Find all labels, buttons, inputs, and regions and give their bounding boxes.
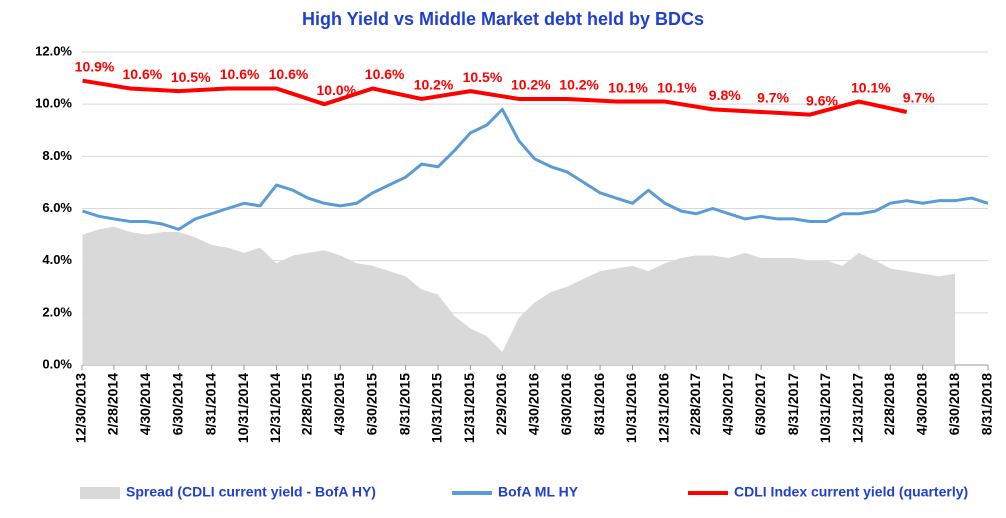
legend-swatch (80, 487, 120, 499)
y-tick-label: 4.0% (42, 252, 72, 267)
data-label: 9.7% (903, 90, 935, 106)
x-tick-label: 4/30/2015 (331, 373, 347, 435)
y-tick-label: 0.0% (42, 356, 72, 371)
x-tick-label: 12/30/2013 (73, 373, 89, 443)
x-tick-label: 8/31/2017 (785, 373, 801, 435)
x-tick-label: 10/31/2014 (235, 373, 251, 443)
series-line (82, 78, 908, 117)
x-tick-label: 4/30/2016 (525, 373, 541, 435)
data-label: 10.1% (608, 79, 648, 95)
x-tick-label: 4/30/2018 (913, 373, 929, 435)
x-tick-label: 6/30/2014 (169, 373, 185, 435)
x-tick-label: 2/28/2015 (299, 373, 315, 435)
series-line (82, 107, 989, 231)
data-label: 10.6% (269, 66, 309, 82)
legend-label: Spread (CDLI current yield - BofA HY) (126, 484, 376, 500)
spread-area (82, 226, 956, 365)
x-tick-label: 2/28/2017 (687, 373, 703, 435)
x-tick-label: 6/30/2017 (752, 373, 768, 435)
data-label: 10.6% (220, 66, 260, 82)
x-tick-label: 6/30/2016 (558, 373, 574, 435)
data-label: 9.6% (806, 92, 838, 108)
y-tick-label: 12.0% (35, 43, 72, 58)
x-tick-label: 4/30/2017 (719, 373, 735, 435)
data-label: 10.5% (171, 69, 211, 85)
x-tick-label: 12/31/2015 (461, 373, 477, 443)
x-tick-label: 2/28/2014 (105, 373, 121, 435)
x-tick-label: 2/29/2016 (493, 373, 509, 435)
x-tick-label: 4/30/2014 (137, 373, 153, 435)
data-label: 10.2% (559, 77, 599, 93)
y-tick-label: 2.0% (42, 304, 72, 319)
legend-label: CDLI Index current yield (quarterly) (734, 484, 968, 500)
x-tick-label: 8/31/2018 (979, 373, 995, 435)
x-tick-label: 10/31/2017 (817, 373, 833, 443)
data-label: 10.9% (75, 58, 115, 74)
x-tick-label: 10/31/2015 (429, 373, 445, 443)
x-tick-label: 6/30/2015 (363, 373, 379, 435)
legend-label: BofA ML HY (498, 484, 579, 500)
data-label: 10.2% (414, 77, 454, 93)
data-label: 9.8% (709, 87, 741, 103)
chart-title: High Yield vs Middle Market debt held by… (302, 9, 704, 29)
data-label: 10.6% (123, 66, 163, 82)
data-label: 10.1% (657, 79, 697, 95)
x-tick-label: 12/31/2016 (656, 373, 672, 443)
x-tick-label: 2/28/2018 (881, 373, 897, 435)
x-tick-label: 10/31/2016 (623, 373, 639, 443)
data-label: 10.1% (851, 79, 891, 95)
x-tick-label: 8/31/2015 (396, 373, 412, 435)
data-label: 9.7% (757, 90, 789, 106)
y-tick-label: 10.0% (35, 96, 72, 111)
x-tick-label: 12/31/2014 (267, 373, 283, 443)
data-label: 10.0% (316, 82, 356, 98)
x-tick-label: 8/31/2016 (591, 373, 607, 435)
y-tick-label: 6.0% (42, 200, 72, 215)
data-label: 10.6% (365, 66, 405, 82)
x-tick-label: 6/30/2018 (946, 373, 962, 435)
data-label: 10.2% (511, 77, 551, 93)
data-label: 10.5% (463, 69, 503, 85)
x-tick-label: 8/31/2014 (202, 373, 218, 435)
x-tick-label: 12/31/2017 (850, 373, 866, 443)
y-tick-label: 8.0% (42, 148, 72, 163)
